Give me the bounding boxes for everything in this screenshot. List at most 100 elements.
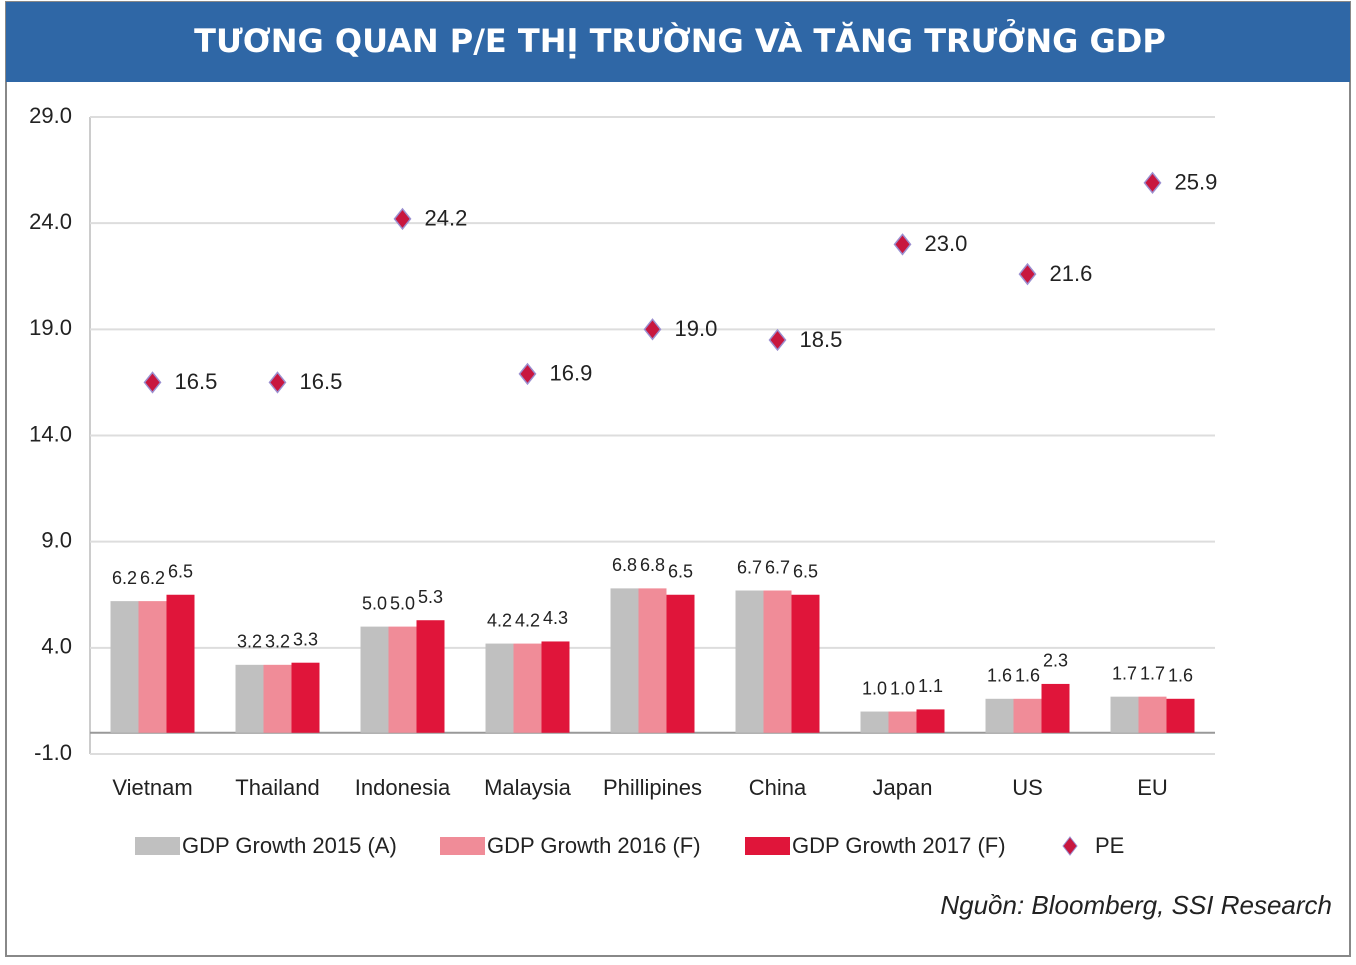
value-label: 6.5	[168, 562, 193, 582]
x-tick-label: EU	[1137, 775, 1168, 800]
x-tick-label: Indonesia	[355, 775, 451, 800]
legend-swatch	[745, 837, 790, 855]
x-tick-label: Phillipines	[603, 775, 702, 800]
legend-swatch	[135, 837, 180, 855]
bar	[1013, 698, 1042, 733]
value-label: 3.2	[265, 632, 290, 652]
bar	[360, 626, 389, 733]
value-label: 6.5	[793, 562, 818, 582]
bar	[638, 588, 667, 733]
legend-label: GDP Growth 2017 (F)	[792, 833, 1006, 858]
value-label: 1.1	[918, 676, 943, 696]
bar	[1166, 698, 1195, 733]
bar	[1138, 696, 1167, 733]
pe-marker	[893, 233, 912, 256]
value-label: 16.9	[550, 361, 593, 386]
value-label: 25.9	[1175, 170, 1218, 195]
value-label: 6.2	[112, 568, 137, 588]
y-tick-label: -1.0	[34, 740, 72, 765]
bar	[666, 594, 695, 733]
value-label: 5.0	[362, 593, 387, 613]
y-tick-label: 9.0	[41, 527, 72, 552]
value-label: 1.6	[987, 666, 1012, 686]
x-tick-label: Malaysia	[484, 775, 572, 800]
legend-label: PE	[1095, 833, 1124, 858]
bar	[416, 620, 445, 733]
value-label: 1.0	[890, 678, 915, 698]
pe-marker	[1018, 262, 1037, 286]
frame	[5, 1, 1351, 957]
y-tick-label: 19.0	[29, 315, 72, 340]
bar	[166, 594, 195, 733]
x-tick-label: Thailand	[235, 775, 319, 800]
bar	[263, 664, 292, 733]
value-label: 6.8	[640, 555, 665, 575]
pe-marker	[518, 362, 537, 386]
value-label: 1.7	[1112, 663, 1137, 683]
x-tick-label: Japan	[873, 775, 933, 800]
x-tick-label: China	[749, 775, 807, 800]
value-label: 1.0	[862, 678, 887, 698]
pe-marker	[143, 371, 162, 394]
value-label: 3.2	[237, 632, 262, 652]
value-label: 18.5	[800, 327, 843, 352]
header-bar	[6, 2, 1350, 82]
legend-swatch	[1062, 836, 1078, 856]
value-label: 4.2	[515, 610, 540, 630]
bar	[1110, 696, 1139, 733]
value-label: 16.5	[300, 369, 343, 394]
value-label: 3.3	[293, 629, 318, 649]
bar	[388, 626, 417, 733]
value-label: 6.5	[668, 562, 693, 582]
bar	[541, 641, 570, 733]
bar	[513, 643, 542, 733]
value-label: 4.3	[543, 608, 568, 628]
bar	[291, 662, 320, 733]
pe-marker	[768, 328, 787, 352]
x-tick-label: Vietnam	[112, 775, 192, 800]
pe-marker	[1143, 171, 1162, 195]
y-tick-label: 14.0	[29, 421, 72, 446]
bar	[485, 643, 514, 733]
bar	[763, 590, 792, 733]
bar	[610, 588, 639, 733]
chart-title: TƯƠNG QUAN P/E THỊ TRƯỜNG VÀ TĂNG TRƯỞNG…	[194, 18, 1166, 60]
bar	[1041, 683, 1070, 733]
y-tick-label: 24.0	[29, 209, 72, 234]
bar	[916, 709, 945, 733]
legend-label: GDP Growth 2015 (A)	[182, 833, 397, 858]
value-label: 6.8	[612, 555, 637, 575]
value-label: 24.2	[425, 206, 468, 231]
value-label: 6.7	[737, 557, 762, 577]
legend-label: GDP Growth 2016 (F)	[487, 833, 701, 858]
x-tick-label: US	[1012, 775, 1043, 800]
value-label: 5.0	[390, 593, 415, 613]
value-label: 6.7	[765, 557, 790, 577]
value-label: 1.6	[1168, 666, 1193, 686]
y-tick-label: 4.0	[41, 634, 72, 659]
value-label: 5.3	[418, 587, 443, 607]
bar	[110, 601, 139, 733]
pe-marker	[643, 318, 662, 341]
value-label: 21.6	[1050, 261, 1093, 286]
value-label: 23.0	[925, 231, 968, 256]
bar	[735, 590, 764, 733]
bar	[138, 601, 167, 733]
bar	[985, 698, 1014, 733]
y-tick-label: 29.0	[29, 103, 72, 128]
pe-marker	[393, 207, 412, 231]
value-label: 2.3	[1043, 651, 1068, 671]
value-label: 6.2	[140, 568, 165, 588]
pe-marker	[268, 371, 287, 394]
bar	[235, 664, 264, 733]
legend-swatch	[440, 837, 485, 855]
bar	[888, 711, 917, 733]
bar	[860, 711, 889, 733]
bar	[791, 594, 820, 733]
value-label: 16.5	[175, 369, 218, 394]
value-label: 1.7	[1140, 663, 1165, 683]
value-label: 4.2	[487, 610, 512, 630]
source: Nguồn: Bloomberg, SSI Research	[940, 890, 1332, 920]
